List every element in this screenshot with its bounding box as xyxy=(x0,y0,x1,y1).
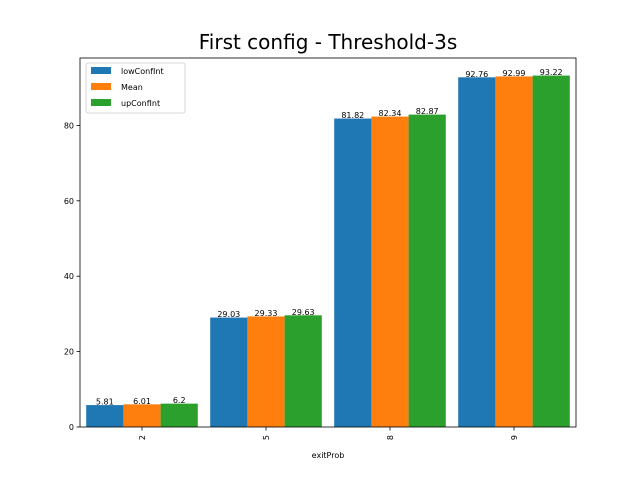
legend-entry-Mean: Mean xyxy=(121,83,143,92)
bar-upConfInt-8 xyxy=(408,114,446,427)
bar-Mean-2 xyxy=(123,404,161,427)
bars-layer xyxy=(86,75,570,427)
bar-upConfInt-5 xyxy=(284,315,322,427)
data-label-lowConfInt-5: 29.03 xyxy=(217,310,240,319)
legend-entry-lowConfInt: lowConfInt xyxy=(121,67,164,76)
y-tick-label: 60 xyxy=(64,197,74,206)
data-label-upConfInt-2: 6.2 xyxy=(173,396,186,405)
x-tick-label: 9 xyxy=(510,435,519,440)
data-label-lowConfInt-9: 92.76 xyxy=(465,70,488,79)
data-label-upConfInt-5: 29.63 xyxy=(292,308,315,317)
legend-swatch-lowConfInt xyxy=(91,67,111,74)
y-tick-label: 80 xyxy=(64,121,74,130)
chart-title: First config - Threshold-3s xyxy=(199,30,458,54)
y-tick-label: 40 xyxy=(64,272,74,281)
x-tick-label: 5 xyxy=(262,435,271,440)
data-label-upConfInt-9: 93.22 xyxy=(540,68,563,77)
data-label-Mean-5: 29.33 xyxy=(255,309,278,318)
legend-swatch-Mean xyxy=(91,83,111,90)
legend: lowConfInt Mean upConfInt xyxy=(85,62,186,114)
x-tick-label: 2 xyxy=(138,435,147,440)
bar-lowConfInt-9 xyxy=(458,77,496,427)
plot-frame xyxy=(79,57,577,428)
y-axis: 0 20 40 60 80 xyxy=(64,121,80,432)
bar-Mean-5 xyxy=(247,316,285,427)
data-label-Mean-2: 6.01 xyxy=(133,397,151,406)
y-tick-label: 0 xyxy=(69,423,74,432)
bar-upConfInt-9 xyxy=(532,75,570,427)
x-tick-label: 8 xyxy=(386,435,395,440)
data-label-lowConfInt-8: 81.82 xyxy=(341,111,364,120)
bar-lowConfInt-8 xyxy=(334,118,372,427)
data-label-lowConfInt-2: 5.81 xyxy=(96,398,114,407)
x-axis-label: exitProb xyxy=(312,451,345,460)
bar-lowConfInt-2 xyxy=(86,405,124,427)
bar-Mean-9 xyxy=(495,76,533,427)
legend-swatch-upConfInt xyxy=(91,99,111,106)
legend-entry-upConfInt: upConfInt xyxy=(121,99,160,108)
data-label-Mean-8: 82.34 xyxy=(379,109,402,118)
y-tick-label: 20 xyxy=(64,348,74,357)
data-label-upConfInt-8: 82.87 xyxy=(416,107,439,116)
bar-Mean-8 xyxy=(371,116,409,427)
x-axis: 2 5 8 9 xyxy=(138,427,519,440)
bar-upConfInt-2 xyxy=(160,403,198,427)
data-labels-layer: 5.81 29.03 81.82 92.76 6.01 29.33 82.34 92.99 6.… xyxy=(96,68,563,407)
data-label-Mean-9: 92.99 xyxy=(503,69,526,78)
bar-lowConfInt-5 xyxy=(210,317,248,427)
